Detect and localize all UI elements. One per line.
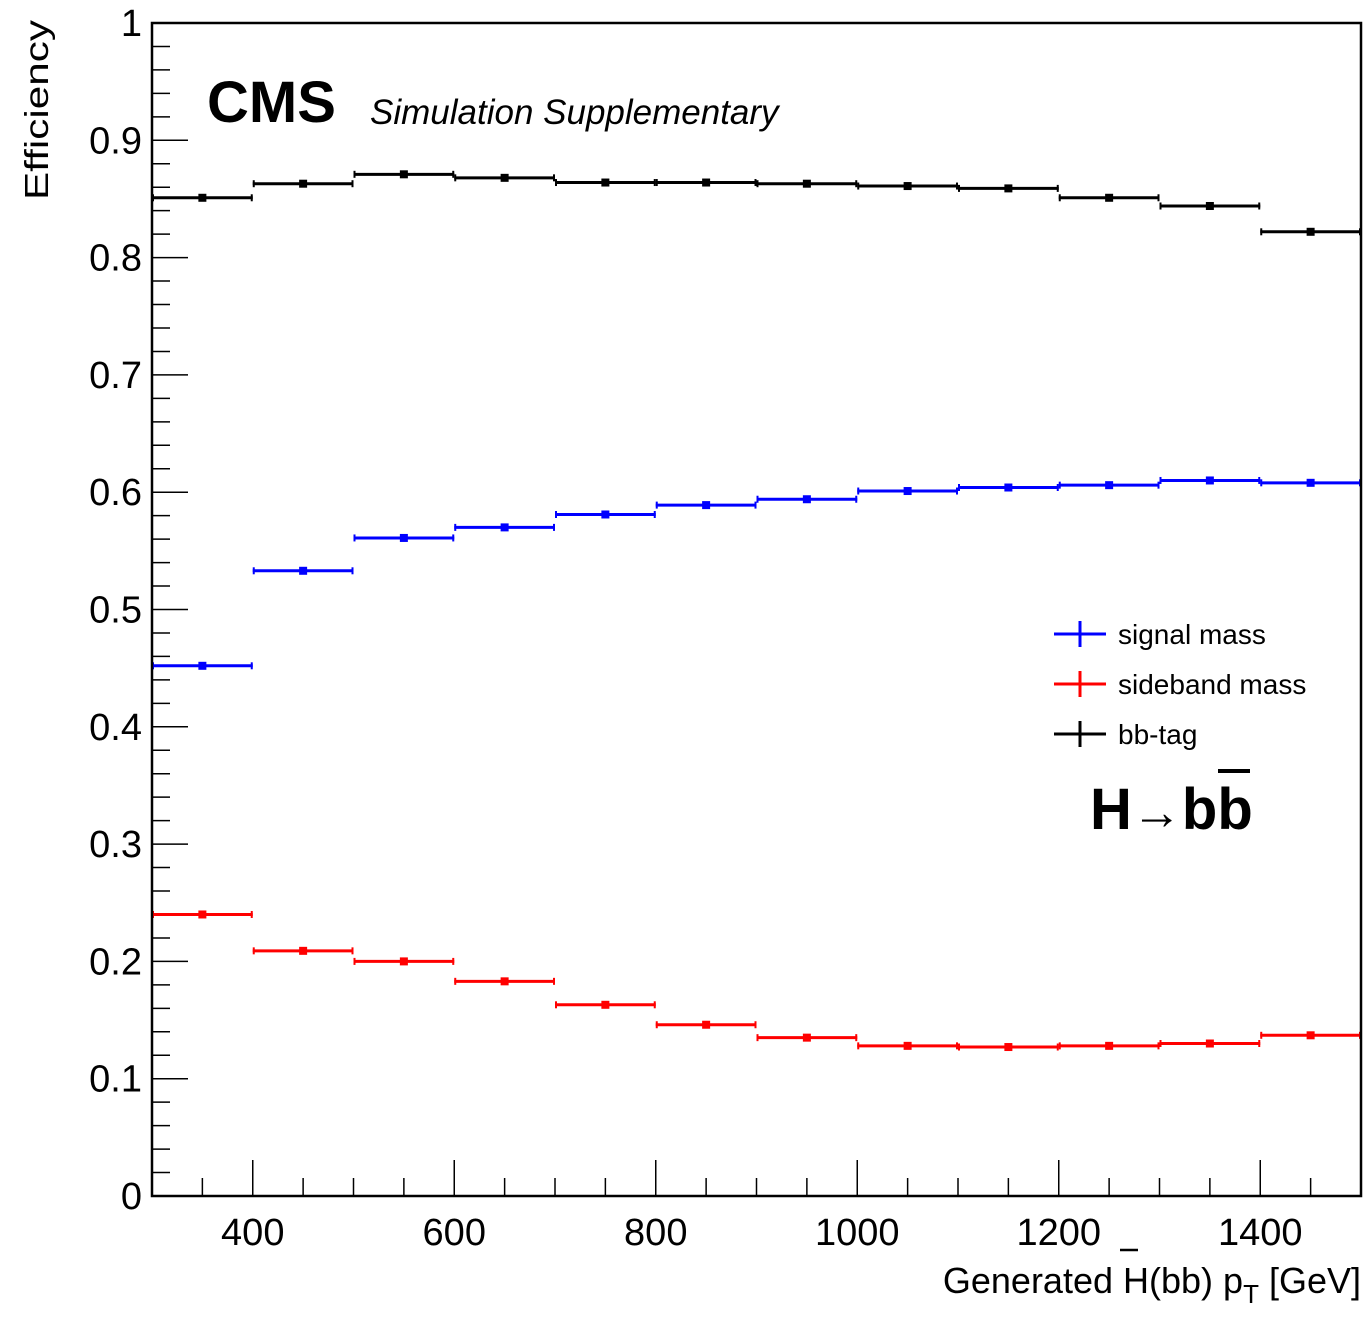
x-tick-label: 600	[423, 1212, 486, 1254]
data-point	[1306, 478, 1315, 487]
plot-frame	[150, 21, 1363, 1198]
x-label-mid: ) p	[1201, 1260, 1243, 1301]
y-tick-label: 1	[121, 3, 142, 45]
x-tick-label: 400	[221, 1212, 284, 1254]
x-label-post: [GeV]	[1259, 1260, 1361, 1301]
data-point	[1004, 1043, 1013, 1052]
svg-text:Generated H(bb) pT [GeV]: Generated H(bb) pT [GeV]	[943, 1260, 1361, 1309]
legend: signal mass sideband mass bb-tag	[1054, 619, 1306, 750]
process-arrow: →	[1132, 784, 1182, 840]
data-point	[601, 510, 610, 519]
data-point	[802, 495, 811, 504]
data-point	[802, 179, 811, 188]
data-point	[802, 1033, 811, 1042]
y-tick-label: 0.8	[89, 238, 142, 280]
data-point	[198, 910, 207, 919]
y-tick-label: 0.2	[89, 941, 142, 983]
series-sideband-mass	[152, 910, 1361, 1052]
y-tick-label: 0.4	[89, 707, 142, 749]
data-point	[1004, 184, 1013, 193]
x-axis-label: Generated H(bb) pT [GeV]	[943, 1248, 1361, 1309]
data-point	[903, 1041, 912, 1050]
data-point	[1205, 201, 1214, 210]
process-bbar: b	[1217, 777, 1252, 842]
data-point	[299, 566, 308, 575]
cms-label: CMS	[207, 70, 336, 135]
data-point	[1004, 483, 1013, 492]
y-tick-label: 0.6	[89, 472, 142, 514]
data-point	[1306, 227, 1315, 236]
x-tick-label: 800	[624, 1212, 687, 1254]
process-b: b	[1182, 777, 1217, 842]
data-point	[601, 178, 610, 187]
data-point	[1105, 1041, 1114, 1050]
x-tick-labels: 400 600 800 1000 1200 1400	[221, 1212, 1302, 1254]
data-point	[702, 501, 711, 510]
process-label: H→bb	[1090, 769, 1253, 842]
data-point	[1205, 1039, 1214, 1048]
legend-label: signal mass	[1118, 619, 1266, 650]
y-tick-labels: 0 0.1 0.2 0.3 0.4 0.5 0.6 0.7 0.8 0.9 1	[89, 3, 142, 1218]
data-point	[399, 170, 408, 179]
y-tick-label: 0.3	[89, 824, 142, 866]
series-group	[152, 170, 1361, 1052]
legend-label: bb-tag	[1118, 719, 1197, 750]
x-tick-label: 1400	[1218, 1212, 1303, 1254]
data-point	[601, 1000, 610, 1009]
y-tick-label: 0.5	[89, 590, 142, 632]
y-axis-label: Efficiency	[18, 19, 55, 200]
data-point	[702, 1020, 711, 1029]
axis-ticks	[151, 22, 1362, 1197]
y-tick-label: 0	[121, 1176, 142, 1218]
x-tick-label: 1000	[815, 1212, 900, 1254]
data-point	[198, 193, 207, 202]
data-point	[299, 946, 308, 955]
x-label-pre: Generated H(b	[943, 1260, 1181, 1301]
legend-label: sideband mass	[1118, 669, 1306, 700]
data-point	[198, 661, 207, 670]
series-bb-tag	[152, 170, 1361, 236]
data-point	[500, 523, 509, 532]
data-point	[500, 173, 509, 182]
data-point	[903, 182, 912, 191]
x-label-sub: T	[1243, 1279, 1259, 1309]
y-tick-label: 0.7	[89, 355, 142, 397]
data-point	[1105, 193, 1114, 202]
data-point	[399, 533, 408, 542]
data-point	[1306, 1031, 1315, 1040]
data-point	[500, 977, 509, 986]
data-point	[903, 487, 912, 496]
cms-sub-label: Simulation Supplementary	[370, 93, 781, 132]
data-point	[399, 957, 408, 966]
svg-text:H→bb: H→bb	[1090, 777, 1253, 842]
y-tick-label: 0.1	[89, 1059, 142, 1101]
data-point	[1105, 481, 1114, 490]
data-point	[1205, 476, 1214, 485]
y-tick-label: 0.9	[89, 120, 142, 162]
series-signal-mass	[152, 476, 1361, 670]
data-point	[702, 178, 711, 187]
x-tick-label: 1200	[1016, 1212, 1101, 1254]
x-label-bbar: b	[1181, 1260, 1201, 1301]
data-point	[299, 179, 308, 188]
process-h: H	[1090, 777, 1132, 842]
